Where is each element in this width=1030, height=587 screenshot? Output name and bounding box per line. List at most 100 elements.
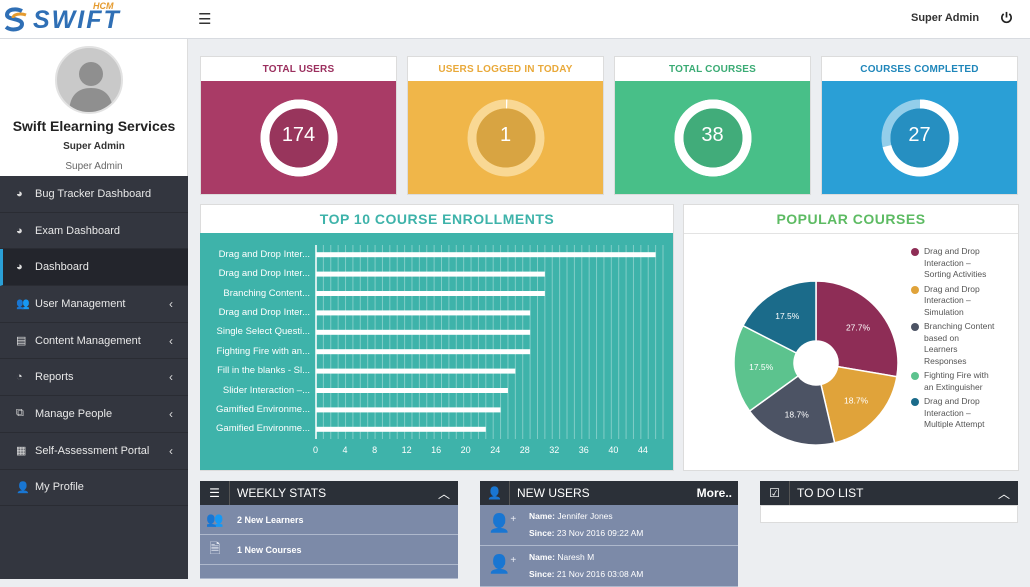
sidebar-item-my-profile[interactable]: 👤 My Profile (0, 470, 188, 507)
chevron-left-icon: ‹ (169, 370, 173, 385)
legend-label-line: Drag and Drop (924, 396, 980, 406)
sidebar-item-user-management[interactable]: 👥 User Management ‹ (0, 286, 188, 323)
legend-item[interactable]: Drag and Drop Interaction – Sorting Activi… (910, 246, 1020, 281)
x-tick-label: 12 (401, 445, 412, 455)
stat-card-body: 27 (822, 81, 1017, 194)
legend-item[interactable]: Branching Content based on Learners Respons… (910, 321, 1020, 367)
enrollment-bar[interactable] (316, 407, 501, 413)
enrollment-bar[interactable] (316, 349, 531, 355)
user-silhouette-icon (69, 62, 113, 112)
sidebar-item-self-assessment-portal[interactable]: ▦ Self-Assessment Portal ‹ (0, 433, 188, 470)
chevron-left-icon: ‹ (169, 333, 173, 348)
more-link[interactable]: More.. (696, 486, 732, 500)
bar-category-label: Single Select Questi... (216, 326, 310, 338)
todo-body (760, 505, 1018, 523)
user-since-label: Since: (529, 569, 555, 579)
dashboard-icon: ◕ (16, 261, 23, 274)
pie-slice[interactable] (820, 365, 898, 444)
hamburger-menu-icon[interactable]: ☰ (198, 11, 212, 28)
user-icon: 👤 (16, 481, 30, 494)
enrollment-bar[interactable] (316, 271, 545, 277)
document-icon: ▦ (16, 445, 27, 458)
chevron-left-icon: ‹ (169, 443, 173, 458)
power-icon[interactable] (1000, 11, 1013, 24)
legend-label-line: Interaction – (924, 257, 971, 268)
new-users-panel: 👤 NEW USERS More.. 👤+ Name: Jennifer Jon… (480, 481, 738, 587)
sidebar-item-bug-tracker-dashboard[interactable]: ◕ Bug Tracker Dashboard (0, 176, 188, 213)
stat-card-total-users[interactable]: TOTAL USERS 174 (200, 56, 397, 195)
sidebar-nav: ◕ Bug Tracker Dashboard ◕ Exam Dashboard ◕ Da… (0, 176, 188, 507)
enrollment-bar[interactable] (316, 368, 516, 374)
user-name: Jennifer Jones (557, 511, 613, 521)
legend-color-dot (911, 248, 919, 256)
enrollment-bar[interactable] (316, 291, 545, 296)
weekly-stats-panel: ☰ WEEKLY STATS ︿ 👥 2 New Learners 🗎 1 Ne… (200, 481, 458, 579)
enrollment-bar[interactable] (316, 310, 531, 316)
legend-color-dot (911, 372, 919, 380)
stat-card-title: TOTAL COURSES (668, 64, 757, 75)
legend-label-line: Interaction – (924, 407, 971, 418)
pie-slice[interactable] (748, 374, 836, 446)
dashboard-icon: ◕ (16, 224, 23, 237)
list-item: 🗎 1 New Courses (200, 535, 458, 565)
chevron-up-icon[interactable]: ︿ (997, 487, 1010, 501)
add-user-icon: 👤+ (488, 513, 517, 533)
chevron-left-icon: ‹ (169, 407, 173, 422)
legend-item[interactable]: Drag and Drop Interaction – Multiple Attem… (910, 396, 1020, 431)
pie-value-label: 18.7% (844, 396, 869, 406)
stat-card-courses-completed[interactable]: COURSES COMPLETED 27 (821, 56, 1018, 195)
sidebar-item-dashboard[interactable]: ◕ Dashboard (0, 249, 188, 287)
enrollment-bar[interactable] (316, 252, 656, 258)
legend-label-line: Responses (924, 355, 967, 366)
legend-item[interactable]: Drag and Drop Interaction – Simulation (910, 284, 1020, 319)
sidebar-item-label: Dashboard (35, 261, 89, 274)
user-since-label: Since: (529, 528, 555, 538)
user-since: 21 Nov 2016 03:08 AM (556, 569, 644, 579)
pie-slice[interactable] (815, 280, 899, 378)
profile-panel: Swift Elearning Services Super Admin Sup… (0, 39, 188, 176)
book-icon: ▤ (16, 335, 27, 348)
sidebar-item-label: Bug Tracker Dashboard (35, 187, 152, 200)
stat-card-users-logged-in-today[interactable]: USERS LOGGED IN TODAY 1 (407, 56, 604, 195)
logo-superscript: HCM (93, 1, 114, 11)
bar-category-label: Drag and Drop Inter... (218, 248, 310, 260)
user-name-label: Name: (529, 511, 555, 521)
new-users-header: 👤 NEW USERS More.. (480, 481, 738, 505)
stat-card-total-courses[interactable]: TOTAL COURSES 38 (614, 56, 811, 195)
todo-title: TO DO LIST (797, 486, 864, 500)
pie-chart-icon: ◔ (16, 371, 23, 384)
legend-label-line: Learners (924, 344, 958, 354)
logo[interactable]: SWIFT HCM (0, 0, 188, 39)
x-tick-label: 0 (313, 445, 319, 455)
organization-name: Swift Elearning Services (12, 118, 176, 134)
list-item (200, 565, 458, 579)
legend-item[interactable]: Fighting Fire with an Extinguisher (910, 370, 1020, 393)
people-icon: ⧉ (16, 407, 24, 420)
enrollment-bar[interactable] (316, 426, 486, 432)
enrollment-bar[interactable] (316, 388, 508, 393)
weekly-learners: 2 New Learners (237, 514, 304, 525)
x-tick-label: 28 (519, 445, 530, 455)
pie-slice[interactable] (733, 324, 800, 413)
avatar[interactable] (55, 46, 123, 114)
swift-logo-icon (4, 7, 27, 32)
sidebar-item-exam-dashboard[interactable]: ◕ Exam Dashboard (0, 213, 188, 250)
legend-color-dot (911, 323, 919, 331)
enrollment-bar[interactable] (316, 329, 531, 335)
sidebar-item-content-management[interactable]: ▤ Content Management ‹ (0, 323, 188, 360)
user-since: 23 Nov 2016 09:22 AM (556, 528, 644, 538)
stat-card-body: 38 (615, 81, 810, 194)
dashboard-icon: ◕ (16, 187, 23, 200)
sidebar: Swift Elearning Services Super Admin Sup… (0, 39, 188, 579)
pie-slice[interactable] (741, 280, 817, 354)
legend-color-dot (911, 285, 919, 294)
bar-category-label: Drag and Drop Inter... (218, 268, 310, 280)
stat-value: 174 (281, 124, 316, 146)
pie-value-label: 27.7% (846, 323, 871, 333)
sidebar-item-reports[interactable]: ◔ Reports ‹ (0, 359, 188, 397)
sidebar-item-manage-people[interactable]: ⧉ Manage People ‹ (0, 396, 188, 433)
chevron-up-icon[interactable]: ︿ (437, 487, 450, 501)
popular-title: POPULAR COURSES (684, 205, 1018, 234)
stat-value: 1 (499, 124, 512, 146)
top-user-name[interactable]: Super Admin (911, 12, 980, 24)
